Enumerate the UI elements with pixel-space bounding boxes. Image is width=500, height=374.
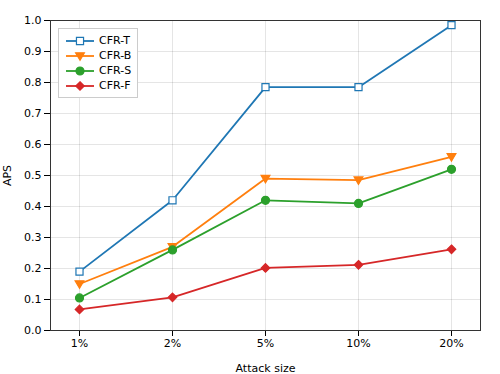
html-text:CFR-T: CFR-T bbox=[99, 34, 130, 47]
svg-text:0.3: 0.3 bbox=[24, 231, 42, 244]
svg-text:20%: 20% bbox=[439, 337, 463, 350]
svg-text:0.7: 0.7 bbox=[24, 107, 42, 120]
svg-text:2%: 2% bbox=[164, 337, 181, 350]
svg-text:0.6: 0.6 bbox=[24, 138, 42, 151]
svg-text:0.1: 0.1 bbox=[24, 293, 42, 306]
svg-text:0.2: 0.2 bbox=[24, 262, 42, 275]
svg-text:0.5: 0.5 bbox=[24, 169, 42, 182]
html-text:CFR-B: CFR-B bbox=[99, 49, 132, 62]
svg-text:Attack size: Attack size bbox=[236, 362, 296, 374]
html-text:CFR-F: CFR-F bbox=[99, 79, 131, 92]
svg-text:0.8: 0.8 bbox=[24, 76, 42, 89]
svg-text:5%: 5% bbox=[257, 337, 274, 350]
svg-text:0.4: 0.4 bbox=[24, 200, 42, 213]
svg-text:0.9: 0.9 bbox=[24, 45, 42, 58]
svg-text:1.0: 1.0 bbox=[24, 14, 42, 27]
svg-text:0.0: 0.0 bbox=[24, 324, 42, 337]
svg-text:APS: APS bbox=[1, 165, 14, 186]
html-text:CFR-S: CFR-S bbox=[99, 64, 132, 77]
svg-text:10%: 10% bbox=[346, 337, 370, 350]
svg-text:1%: 1% bbox=[71, 337, 88, 350]
